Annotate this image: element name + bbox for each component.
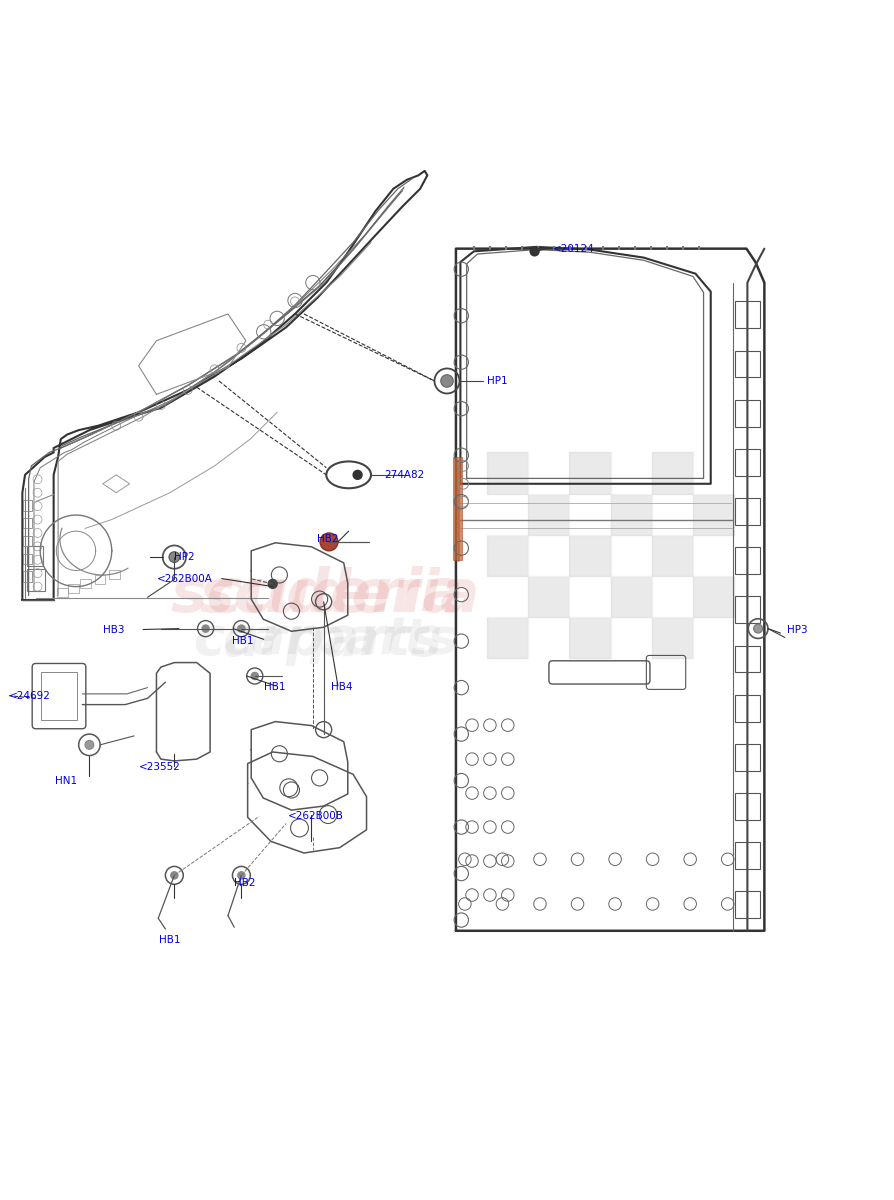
- Text: HP3: HP3: [787, 624, 807, 635]
- Bar: [735, 498, 760, 524]
- Circle shape: [169, 552, 180, 563]
- Bar: [95, 575, 105, 584]
- Text: <20124: <20124: [552, 244, 595, 253]
- Bar: [23, 535, 32, 546]
- Text: <23552: <23552: [139, 762, 181, 772]
- Bar: [693, 452, 734, 493]
- Bar: [528, 576, 569, 617]
- Bar: [652, 576, 693, 617]
- Bar: [23, 571, 32, 582]
- Bar: [487, 493, 528, 535]
- Text: 274A82: 274A82: [384, 470, 425, 480]
- Bar: [57, 588, 68, 598]
- Bar: [735, 793, 760, 820]
- Text: HB1: HB1: [264, 682, 285, 691]
- Bar: [611, 493, 652, 535]
- Bar: [735, 400, 760, 426]
- Bar: [528, 535, 569, 576]
- Bar: [735, 547, 760, 574]
- Bar: [652, 617, 693, 658]
- Circle shape: [353, 470, 362, 479]
- Circle shape: [530, 247, 539, 256]
- Circle shape: [202, 625, 209, 632]
- Circle shape: [268, 580, 277, 588]
- Text: HB2: HB2: [317, 534, 339, 545]
- Bar: [487, 617, 528, 658]
- Text: HP1: HP1: [487, 376, 508, 386]
- Bar: [735, 892, 760, 918]
- Bar: [569, 576, 611, 617]
- Bar: [80, 580, 91, 588]
- Bar: [109, 570, 120, 580]
- Bar: [27, 546, 43, 566]
- Text: scuderia: scuderia: [199, 568, 480, 624]
- Bar: [569, 452, 611, 493]
- Bar: [487, 452, 528, 493]
- Bar: [735, 842, 760, 869]
- Bar: [735, 695, 760, 721]
- Bar: [735, 301, 760, 329]
- Text: carparts: carparts: [222, 617, 458, 665]
- Circle shape: [238, 871, 245, 878]
- Bar: [487, 576, 528, 617]
- Bar: [735, 744, 760, 770]
- Text: carparts: carparts: [193, 614, 442, 666]
- Circle shape: [238, 625, 245, 632]
- Text: scuderia: scuderia: [171, 566, 464, 625]
- Bar: [693, 535, 734, 576]
- Bar: [611, 452, 652, 493]
- Bar: [569, 617, 611, 658]
- Bar: [528, 452, 569, 493]
- Bar: [611, 617, 652, 658]
- Bar: [693, 576, 734, 617]
- Bar: [569, 535, 611, 576]
- Bar: [735, 596, 760, 623]
- Bar: [453, 457, 462, 559]
- Circle shape: [171, 871, 178, 878]
- Bar: [23, 517, 32, 528]
- Text: <24692: <24692: [9, 691, 51, 701]
- Bar: [487, 535, 528, 576]
- Circle shape: [754, 624, 763, 634]
- Bar: [652, 493, 693, 535]
- Bar: [652, 452, 693, 493]
- Bar: [528, 493, 569, 535]
- Bar: [569, 493, 611, 535]
- Text: HP2: HP2: [174, 552, 195, 562]
- Bar: [735, 350, 760, 377]
- Bar: [611, 576, 652, 617]
- Bar: [23, 553, 32, 564]
- Circle shape: [320, 533, 338, 551]
- Bar: [693, 617, 734, 658]
- Text: HB4: HB4: [331, 682, 352, 691]
- Bar: [41, 672, 77, 720]
- Bar: [652, 535, 693, 576]
- Text: HN1: HN1: [55, 776, 78, 786]
- Bar: [735, 646, 760, 672]
- Circle shape: [441, 374, 453, 388]
- Bar: [735, 449, 760, 475]
- Bar: [693, 493, 734, 535]
- Text: HB1: HB1: [232, 636, 254, 646]
- Bar: [27, 569, 45, 592]
- Text: HB2: HB2: [234, 878, 256, 888]
- Bar: [611, 535, 652, 576]
- Text: HB1: HB1: [159, 935, 181, 944]
- Bar: [528, 617, 569, 658]
- Circle shape: [85, 740, 94, 749]
- Text: <262B00A: <262B00A: [156, 575, 213, 584]
- Text: <262B00B: <262B00B: [288, 811, 343, 821]
- Bar: [68, 584, 79, 593]
- Bar: [23, 500, 32, 511]
- Circle shape: [251, 672, 258, 679]
- Text: HB3: HB3: [103, 625, 124, 635]
